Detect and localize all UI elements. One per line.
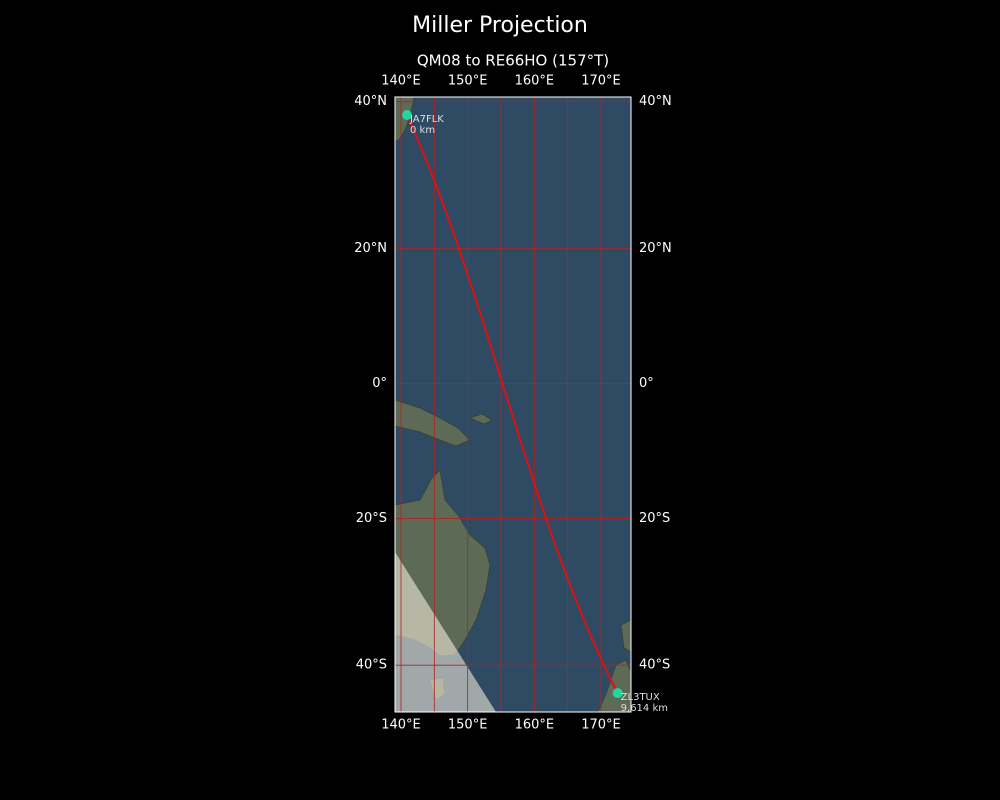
station-distance: 9,614 km (621, 703, 668, 714)
station-distance: 0 km (410, 125, 435, 136)
lat-tick-label: 40°S (639, 658, 670, 673)
lon-tick-label: 170°E (581, 718, 621, 733)
lat-tick-label: 20°N (639, 241, 672, 256)
lat-tick-label: 20°S (639, 511, 670, 526)
lon-tick-label: 140°E (381, 74, 421, 89)
lon-tick-label: 150°E (448, 74, 488, 89)
lat-tick-label: 20°N (354, 241, 387, 256)
station-marker (402, 109, 412, 120)
map-frame (394, 96, 632, 713)
daylight (395, 552, 496, 712)
lat-tick-label: 40°N (639, 94, 672, 109)
map-area (395, 97, 631, 712)
lat-tick-label: 40°S (356, 658, 387, 673)
station-call: ZL3TUX (621, 692, 660, 703)
title: Miller Projection (412, 13, 588, 38)
lon-tick-label: 150°E (448, 718, 488, 733)
lon-tick-label: 170°E (581, 74, 621, 89)
lat-tick-label: 40°N (354, 94, 387, 109)
lat-tick-label: 0° (639, 376, 654, 391)
great-circle-path (406, 114, 619, 694)
lat-tick-label: 20°S (356, 511, 387, 526)
station-call: JA7FLK (409, 114, 444, 125)
station-marker (612, 688, 623, 699)
lon-tick-label: 160°E (515, 74, 555, 89)
lon-tick-label: 140°E (381, 718, 421, 733)
lon-tick-label: 160°E (515, 718, 555, 733)
subtitle: QM08 to RE66HO (157°T) (417, 52, 609, 70)
lat-tick-label: 0° (372, 376, 387, 391)
